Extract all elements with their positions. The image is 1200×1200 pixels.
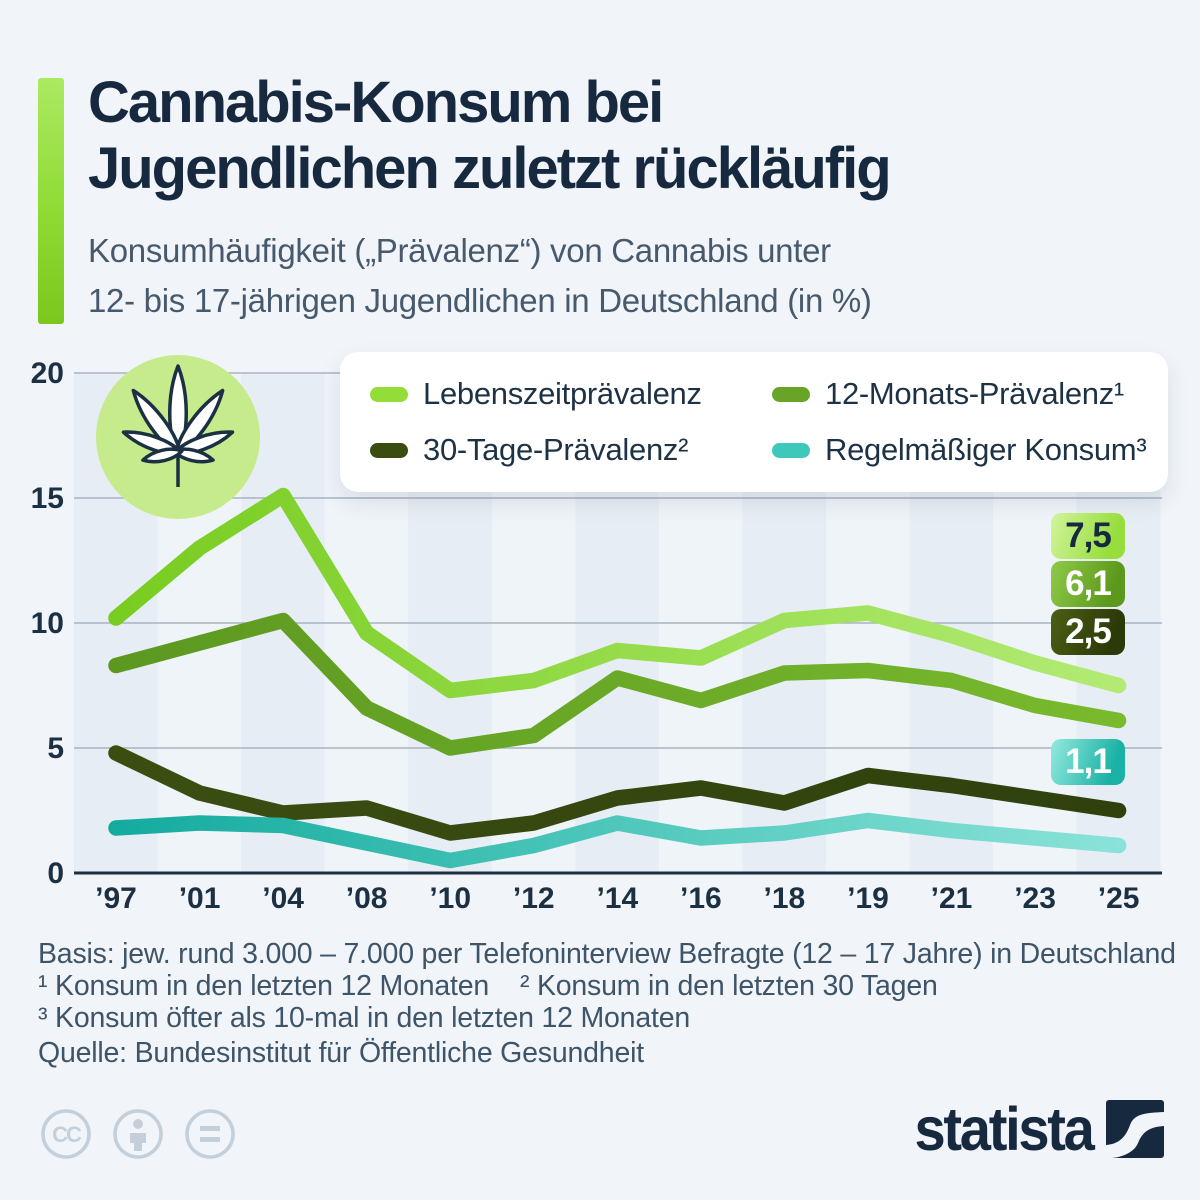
- basis-note: Basis: jew. rund 3.000 – 7.000 per Telef…: [38, 938, 1176, 970]
- y-tick-label: 0: [47, 857, 64, 890]
- series-line-3: [108, 745, 1127, 841]
- statista-wordmark: statista: [914, 1094, 1095, 1163]
- x-tick-label: ’23: [1014, 882, 1056, 915]
- value-badge-30-tage-praevalenz: 2,5: [1051, 609, 1125, 655]
- title-accent-bar: [38, 78, 64, 324]
- value-badge-12-monats-praevalenz: 6,1: [1051, 561, 1125, 607]
- series-line-2: [108, 612, 1127, 756]
- y-tick-label: 10: [31, 607, 64, 640]
- chart-legend: Lebenszeitprävalenz 12-Monats-Prävalenz¹…: [340, 352, 1168, 492]
- title-line-2: Jugendlichen zuletzt rückläufig: [88, 135, 892, 201]
- legend-item-regelmaessiger-konsum: Regelmäßiger Konsum³: [772, 432, 1168, 468]
- legend-label: Lebenszeitprävalenz: [423, 376, 702, 411]
- x-tick-label: ’14: [596, 882, 638, 915]
- y-tick-label: 5: [47, 732, 64, 765]
- legend-swatch-lebenszeitpraevalenz: [370, 386, 408, 402]
- x-tick-label: ’10: [429, 882, 471, 915]
- footnote-3: ³ Konsum öfter als 10-mal in den letzten…: [38, 1002, 690, 1034]
- cc-icon[interactable]: CC: [41, 1109, 91, 1159]
- source-note: Quelle: Bundesinstitut für Öffentliche G…: [38, 1037, 644, 1069]
- series-line-4: [108, 812, 1127, 869]
- x-tick-label: ’12: [513, 882, 555, 915]
- x-tick-label: ’97: [95, 882, 137, 915]
- x-tick-label: ’21: [931, 882, 973, 915]
- title-line-1: Cannabis-Konsum bei: [88, 70, 664, 135]
- attribution-person-icon[interactable]: [113, 1109, 163, 1159]
- y-axis-labels: 0 5 10 15 20: [31, 357, 64, 890]
- x-axis-labels: ’97 ’01 ’04 ’08 ’10 ’12 ’14 ’16 ’18 ’19 ’21 ’23 ’25: [95, 882, 1139, 915]
- legend-label: Regelmäßiger Konsum³: [825, 432, 1147, 467]
- statista-logo-mark: [1106, 1100, 1164, 1158]
- x-tick-label: ’25: [1098, 882, 1140, 915]
- subtitle-line-1: Konsumhäufigkeit („Prävalenz“) von Canna…: [88, 232, 831, 269]
- cannabis-leaf-icon: [96, 355, 260, 519]
- legend-item-30-tage-praevalenz: 30-Tage-Prävalenz²: [370, 432, 772, 468]
- legend-label: 30-Tage-Prävalenz²: [423, 432, 689, 467]
- footnote-1-2: ¹ Konsum in den letzten 12 Monaten ² Kon…: [38, 970, 938, 1002]
- page-title: Cannabis-Konsum bei Jugendlichen zuletzt…: [88, 70, 1168, 201]
- license-icons[interactable]: CC: [40, 1107, 240, 1161]
- legend-item-12-monats-praevalenz: 12-Monats-Prävalenz¹: [772, 376, 1168, 412]
- value-badge-lebenszeitpraevalenz: 7,5: [1051, 513, 1125, 559]
- x-tick-label: ’01: [179, 882, 221, 915]
- legend-swatch-regelmaessiger-konsum: [772, 442, 810, 458]
- equals-icon[interactable]: [185, 1109, 235, 1159]
- legend-item-lebenszeitpraevalenz: Lebenszeitprävalenz: [370, 376, 772, 412]
- x-tick-label: ’19: [847, 882, 889, 915]
- page-subtitle: Konsumhäufigkeit („Prävalenz“) von Canna…: [88, 226, 1148, 325]
- subtitle-line-2: 12- bis 17-jährigen Jugendlichen in Deut…: [88, 281, 872, 319]
- series-line-1: [108, 487, 1127, 699]
- data-series-lines: [108, 487, 1127, 869]
- legend-swatch-30-tage-praevalenz: [370, 442, 408, 458]
- statista-logo[interactable]: statista: [852, 1096, 1164, 1162]
- legend-label: 12-Monats-Prävalenz¹: [825, 376, 1124, 411]
- x-tick-label: ’16: [680, 882, 722, 915]
- x-tick-label: ’08: [346, 882, 388, 915]
- x-tick-label: ’04: [262, 882, 304, 915]
- x-tick-label: ’18: [764, 882, 806, 915]
- y-tick-label: 20: [31, 357, 64, 390]
- value-badge-regelmaessiger-konsum: 1,1: [1051, 739, 1125, 785]
- svg-text:CC: CC: [52, 1122, 82, 1147]
- y-tick-label: 15: [31, 482, 64, 515]
- legend-swatch-12-monats-praevalenz: [772, 386, 810, 402]
